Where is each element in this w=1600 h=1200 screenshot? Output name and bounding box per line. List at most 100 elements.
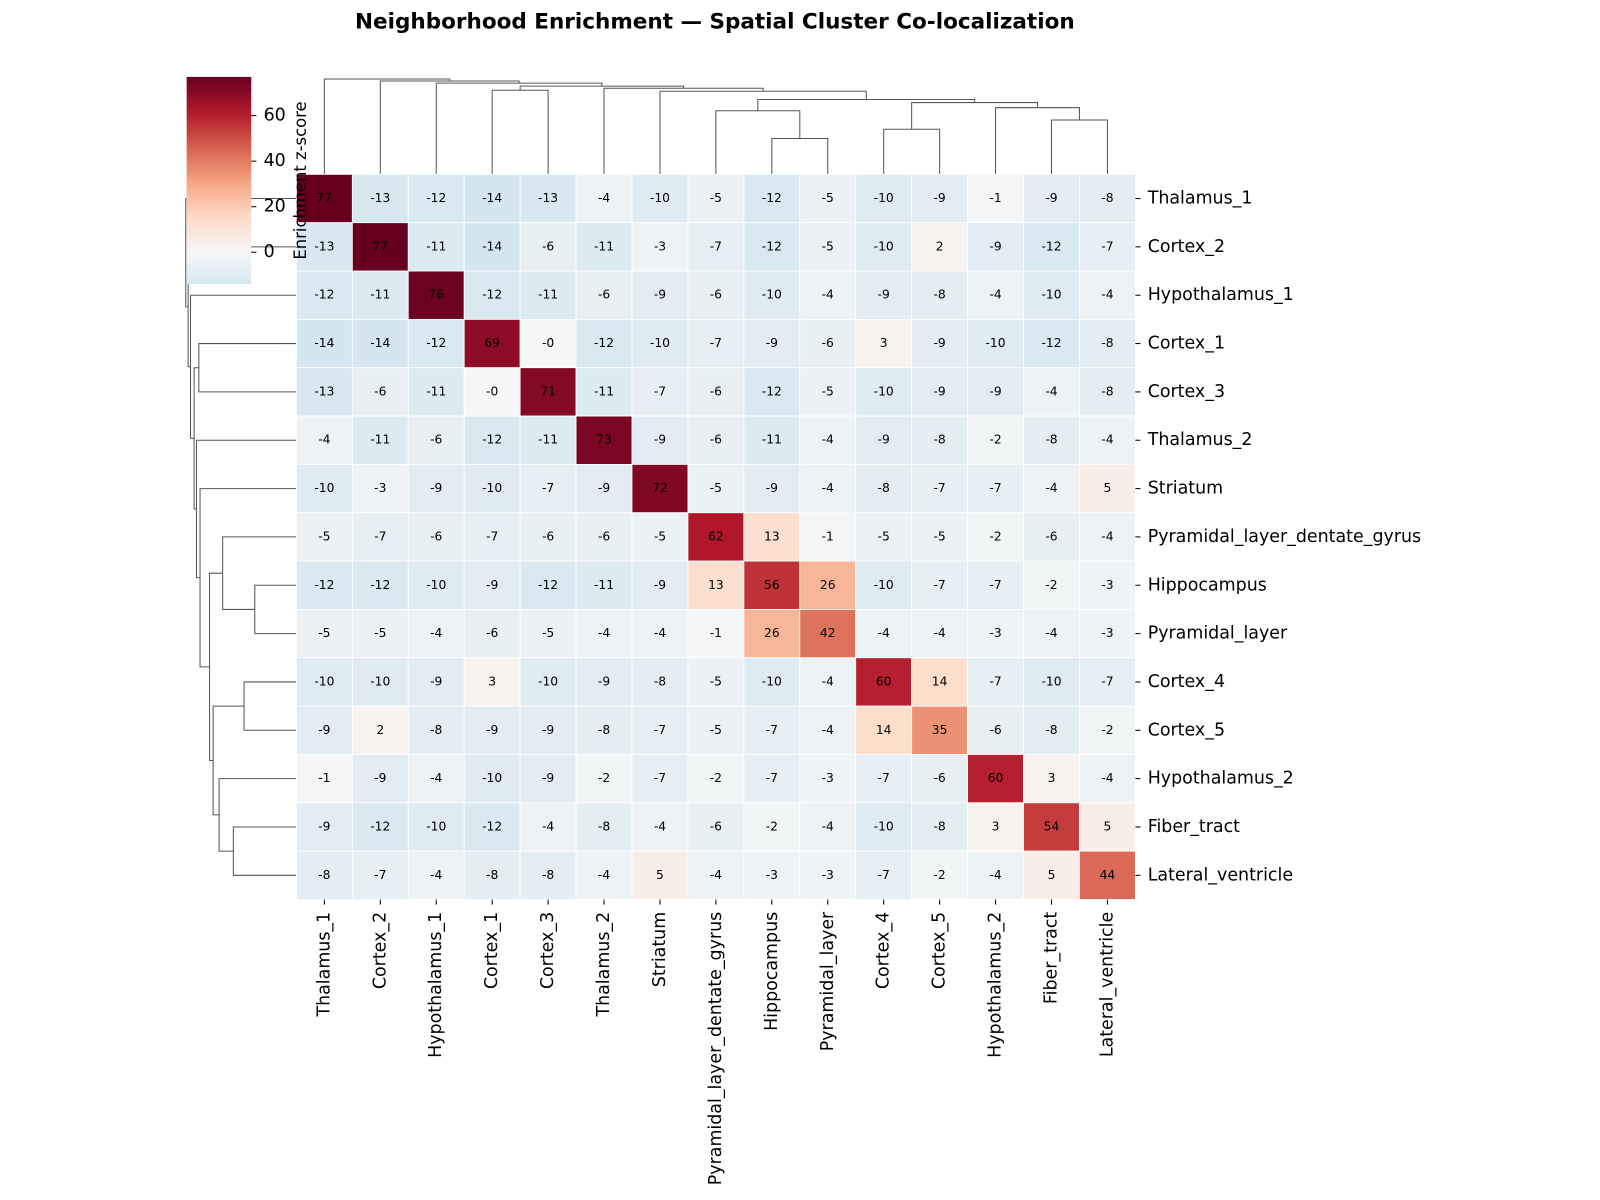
heatmap-cell <box>463 802 521 852</box>
cell-label: -12 <box>314 288 334 302</box>
cell-label: -6 <box>710 433 722 447</box>
heatmap-cell <box>463 318 521 369</box>
heatmap-cell <box>463 270 521 320</box>
cell-label: -8 <box>1101 384 1113 398</box>
heatmap-cell <box>519 270 577 320</box>
cell-label: -12 <box>370 819 390 833</box>
chart-title: Neighborhood Enrichment — Spatial Cluste… <box>355 10 1075 35</box>
heatmap-cell <box>1079 173 1136 224</box>
heatmap-cell <box>799 560 857 610</box>
cell-label: -7 <box>374 868 386 882</box>
heatmap-cell <box>1023 463 1080 514</box>
heatmap-cell <box>967 512 1024 562</box>
row-label: Cortex_3 <box>1148 382 1225 402</box>
cell-label: -10 <box>762 288 782 302</box>
row-label: Thalamus_1 <box>1147 189 1253 209</box>
row-dendrogram <box>209 572 223 762</box>
heatmap-cell <box>519 754 577 804</box>
cell-label: -1 <box>822 529 834 543</box>
cell-label: -11 <box>370 288 390 302</box>
column-dendrogram <box>323 78 451 175</box>
cell-label: 3 <box>488 674 496 688</box>
cell-label: -11 <box>426 384 446 398</box>
heatmap-cell <box>911 609 968 659</box>
heatmap-cell <box>1023 367 1080 417</box>
heatmap-cell <box>575 512 633 562</box>
cell-label: -4 <box>1101 433 1113 447</box>
cell-label: 77 <box>372 239 388 253</box>
heatmap-cell <box>1023 705 1080 755</box>
heatmap-cell <box>743 754 801 804</box>
heatmap-cell <box>1079 270 1136 320</box>
heatmap-cell <box>855 754 913 804</box>
cell-label: -6 <box>430 433 442 447</box>
heatmap-cell <box>519 463 577 514</box>
cell-label: -8 <box>318 868 330 882</box>
cell-label: -5 <box>318 529 330 543</box>
cell-label: -10 <box>762 674 782 688</box>
cell-label: -6 <box>1045 529 1057 543</box>
cell-label: -8 <box>1101 336 1113 350</box>
colorbar-tick-label: 60 <box>264 106 286 126</box>
heatmap-cell <box>463 754 521 804</box>
column-dendrogram <box>771 137 829 175</box>
heatmap-cell <box>519 512 577 562</box>
cell-label: 35 <box>932 723 948 737</box>
heatmap-cell <box>911 463 968 514</box>
cell-label: -12 <box>426 191 446 205</box>
heatmap-cell <box>351 270 409 320</box>
cell-label: -9 <box>933 336 945 350</box>
column-dendrogram <box>1050 119 1108 175</box>
cell-label: -4 <box>430 771 442 785</box>
column-dendrogram <box>715 110 801 175</box>
heatmap-cell <box>631 850 689 900</box>
cell-label: -4 <box>598 626 610 640</box>
cell-label: -9 <box>486 578 498 592</box>
heatmap-cell <box>1023 850 1080 900</box>
cell-label: -5 <box>710 191 722 205</box>
cell-label: -7 <box>989 481 1001 495</box>
cell-label: -9 <box>374 771 386 785</box>
cell-label: -8 <box>1101 191 1113 205</box>
column-dendrogram <box>435 82 603 175</box>
colorbar-label: Enrichment z-score <box>291 101 310 259</box>
heatmap-cell <box>519 415 577 465</box>
cell-label: -3 <box>989 626 1001 640</box>
heatmap-cell <box>967 657 1024 707</box>
cell-label: -2 <box>1045 578 1057 592</box>
heatmap-cell <box>687 270 745 320</box>
cell-label: -14 <box>482 191 502 205</box>
cell-label: 26 <box>820 578 836 592</box>
heatmap-cell <box>463 173 521 224</box>
heatmap-cell <box>911 367 968 417</box>
heatmap-cell <box>855 463 913 514</box>
cell-label: -6 <box>710 288 722 302</box>
cell-label: -4 <box>1045 384 1057 398</box>
row-dendrogram <box>190 294 297 439</box>
heatmap-cell <box>1079 609 1136 659</box>
cell-label: -10 <box>874 384 894 398</box>
cell-label: -5 <box>878 529 890 543</box>
cell-label: -9 <box>933 384 945 398</box>
cell-label: -9 <box>654 288 666 302</box>
heatmap-cell <box>911 318 968 369</box>
heatmap-cell <box>799 802 857 852</box>
row-label: Hypothalamus_2 <box>1148 769 1294 789</box>
column-label: Striatum <box>650 912 670 987</box>
heatmap-cell <box>519 802 577 852</box>
heatmap-cell <box>743 222 801 272</box>
colorbar-tick-label: 0 <box>264 242 275 262</box>
heatmap-cell <box>407 367 465 417</box>
cell-label: -7 <box>766 723 778 737</box>
column-dendrogram <box>659 90 867 175</box>
row-dendrogram <box>254 584 297 635</box>
cell-label: -1 <box>710 626 722 640</box>
cell-label: -9 <box>766 336 778 350</box>
heatmap-cell <box>743 463 801 514</box>
cell-label: -7 <box>1101 674 1113 688</box>
heatmap-cell <box>575 463 633 514</box>
cell-label: 60 <box>988 771 1004 785</box>
cell-label: -6 <box>598 288 610 302</box>
cell-label: -9 <box>430 674 442 688</box>
cell-label: -10 <box>1041 288 1061 302</box>
